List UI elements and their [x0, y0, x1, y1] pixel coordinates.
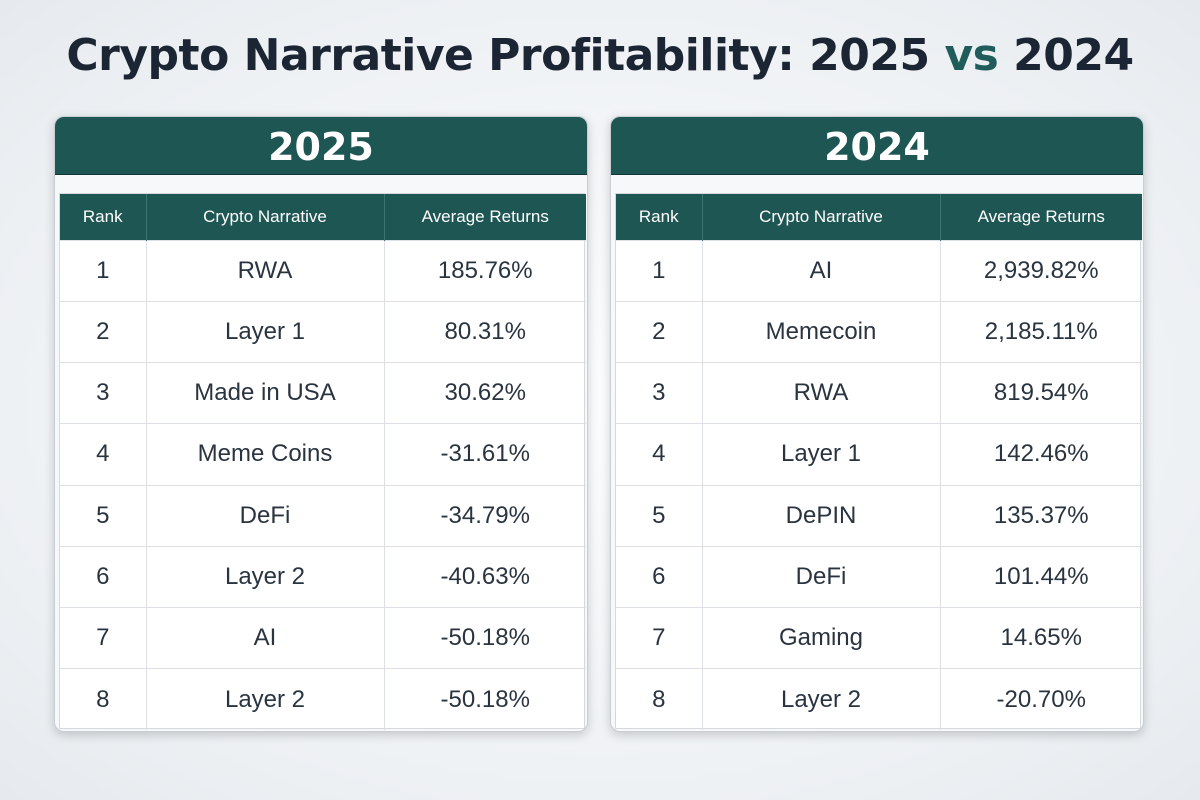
table-row: 7 Gaming 14.65% — [616, 606, 1142, 669]
narrative-cell: AI — [146, 606, 385, 669]
table-header-row: Rank Crypto Narrative Average Returns — [60, 194, 586, 240]
rank-cell: 3 — [616, 361, 703, 424]
table-row: 3 Made in USA 30.62% — [60, 361, 586, 424]
returns-cell: 135.37% — [940, 484, 1142, 547]
column-header-returns: Average Returns — [384, 194, 586, 240]
rank-cell: 5 — [60, 484, 147, 547]
table-row: 6 Layer 2 -40.63% — [60, 545, 586, 608]
rank-cell: 2 — [60, 300, 147, 363]
table-panel-2024: 2024 Rank Crypto Narrative Average Retur… — [610, 116, 1144, 732]
narrative-cell: Layer 2 — [702, 668, 941, 730]
table-row: 2 Memecoin 2,185.11% — [616, 300, 1142, 363]
table-header-row: Rank Crypto Narrative Average Returns — [616, 194, 1142, 240]
rank-cell: 1 — [616, 239, 703, 302]
narrative-cell: RWA — [702, 361, 941, 424]
returns-cell: -20.70% — [940, 668, 1142, 730]
rank-cell: 6 — [60, 545, 147, 608]
table-row: 8 Layer 2 -20.70% — [616, 668, 1142, 730]
table-row: 6 DeFi 101.44% — [616, 545, 1142, 608]
returns-cell: 101.44% — [940, 545, 1142, 608]
rank-cell: 6 — [616, 545, 703, 608]
column-header-narrative: Crypto Narrative — [146, 194, 385, 240]
narrative-cell: DeFi — [702, 545, 941, 608]
column-header-returns: Average Returns — [940, 194, 1142, 240]
returns-cell: 30.62% — [384, 361, 586, 424]
rank-cell: 8 — [60, 668, 147, 730]
narrative-cell: AI — [702, 239, 941, 302]
rank-cell: 2 — [616, 300, 703, 363]
returns-cell: -50.18% — [384, 606, 586, 669]
title-suffix: 2024 — [998, 30, 1134, 81]
returns-cell: 14.65% — [940, 606, 1142, 669]
column-header-rank: Rank — [60, 194, 147, 240]
table-panel-2025: 2025 Rank Crypto Narrative Average Retur… — [54, 116, 588, 732]
rank-cell: 7 — [616, 606, 703, 669]
page-title: Crypto Narrative Profitability: 2025 vs … — [0, 30, 1200, 81]
rank-cell: 8 — [616, 668, 703, 730]
rank-cell: 7 — [60, 606, 147, 669]
table-row: 1 AI 2,939.82% — [616, 239, 1142, 302]
narrative-cell: Layer 1 — [146, 300, 385, 363]
table-row: 2 Layer 1 80.31% — [60, 300, 586, 363]
table-row: 5 DeFi -34.79% — [60, 484, 586, 547]
panel-year-2024: 2024 — [611, 117, 1143, 175]
narrative-cell: Gaming — [702, 606, 941, 669]
returns-cell: -40.63% — [384, 545, 586, 608]
narrative-cell: DePIN — [702, 484, 941, 547]
returns-cell: -31.61% — [384, 423, 586, 485]
table-row: 4 Meme Coins -31.61% — [60, 423, 586, 485]
narrative-cell: Made in USA — [146, 361, 385, 424]
returns-cell: -34.79% — [384, 484, 586, 547]
table-row: 5 DePIN 135.37% — [616, 484, 1142, 547]
table-row: 4 Layer 1 142.46% — [616, 423, 1142, 485]
rank-cell: 1 — [60, 239, 147, 302]
returns-cell: 2,185.11% — [940, 300, 1142, 363]
narrative-cell: DeFi — [146, 484, 385, 547]
narrative-cell: Layer 1 — [702, 423, 941, 485]
title-vs: vs — [944, 30, 999, 81]
rank-cell: 4 — [60, 423, 147, 485]
returns-cell: 2,939.82% — [940, 239, 1142, 302]
table-row: 8 Layer 2 -50.18% — [60, 668, 586, 730]
narrative-cell: Layer 2 — [146, 668, 385, 730]
table-row: 3 RWA 819.54% — [616, 361, 1142, 424]
table-row: 7 AI -50.18% — [60, 606, 586, 669]
returns-cell: 185.76% — [384, 239, 586, 302]
column-header-narrative: Crypto Narrative — [702, 194, 941, 240]
column-header-rank: Rank — [616, 194, 703, 240]
rank-cell: 3 — [60, 361, 147, 424]
narrative-cell: RWA — [146, 239, 385, 302]
narrative-cell: Meme Coins — [146, 423, 385, 485]
narrative-cell: Memecoin — [702, 300, 941, 363]
returns-cell: 80.31% — [384, 300, 586, 363]
returns-cell: 142.46% — [940, 423, 1142, 485]
panel-year-2025: 2025 — [55, 117, 587, 175]
rank-cell: 4 — [616, 423, 703, 485]
narrative-cell: Layer 2 — [146, 545, 385, 608]
returns-cell: -50.18% — [384, 668, 586, 730]
rank-cell: 5 — [616, 484, 703, 547]
table-row: 1 RWA 185.76% — [60, 239, 586, 302]
title-prefix: Crypto Narrative Profitability: 2025 — [66, 30, 945, 81]
returns-cell: 819.54% — [940, 361, 1142, 424]
